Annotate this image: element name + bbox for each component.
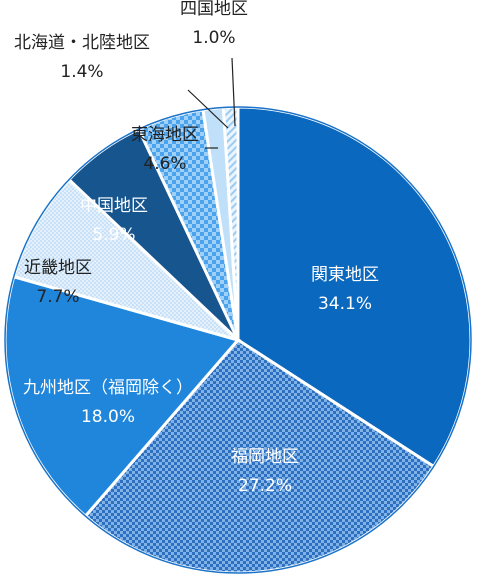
slice-value-label: 27.2% (238, 476, 292, 496)
slice-name-label: 東海地区 (131, 125, 199, 145)
slice-name-label: 四国地区 (180, 0, 248, 19)
slice-name-label: 福岡地区 (231, 447, 299, 467)
slice-value-label: 5.9% (92, 225, 135, 245)
pie-outline (4, 106, 472, 574)
slice-labels: 関東地区 34.1% 福岡地区 27.2% 九州地区（福岡除く） 18.0% 近畿地区 7.7… (14, 0, 379, 496)
slice-value-label: 18.0% (81, 407, 135, 427)
slice-value-label: 7.7% (36, 287, 79, 307)
slice-value-label: 34.1% (318, 294, 372, 314)
leader-lines (187, 57, 236, 149)
slice-name-label: 中国地区 (80, 196, 148, 216)
slice-value-label: 1.0% (192, 28, 235, 48)
slice-value-label: 4.6% (143, 154, 186, 174)
pie-slices (3, 105, 473, 575)
slice-name-label: 九州地区（福岡除く） (23, 378, 193, 398)
slice-value-label: 1.4% (60, 62, 103, 82)
leader-line-7 (187, 89, 229, 129)
slice-name-label: 北海道・北陸地区 (14, 33, 150, 53)
slice-name-label: 関東地区 (311, 265, 379, 285)
slice-name-label: 近畿地区 (24, 258, 92, 278)
leader-line-8 (231, 57, 236, 127)
